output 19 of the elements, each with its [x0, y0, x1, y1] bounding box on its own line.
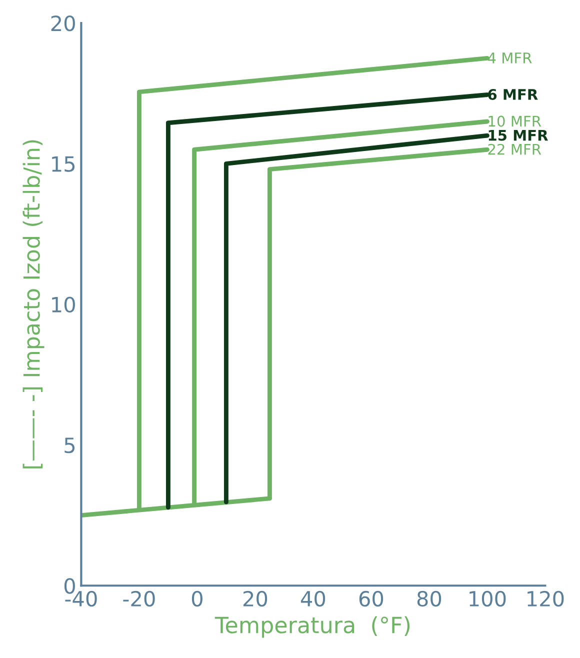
series-label: 10 MFR	[488, 116, 542, 127]
y-tick-label: 20	[51, 15, 75, 32]
series-label: 15 MFR	[488, 130, 548, 141]
x-tick-label: 0	[192, 590, 202, 607]
series-label: 6 MFR	[488, 88, 538, 100]
x-tick-label: 120	[528, 590, 564, 607]
x-tick-label: -20	[123, 590, 155, 607]
x-axis-title: Temperatura (°F)	[214, 616, 410, 638]
series-label: 4 MFR	[488, 52, 532, 64]
y-tick-label: 5	[64, 438, 75, 454]
y-tick-label: 10	[52, 296, 75, 313]
x-tick-label: 40	[300, 590, 326, 607]
x-tick-label: 20	[243, 590, 268, 607]
x-tick-label: 60	[359, 590, 384, 607]
y-axis-title: [——- -] Impacto Izod (ft-lb/in)	[22, 140, 44, 468]
y-tick-label: 15	[52, 156, 75, 172]
series-label: 22 MFR	[488, 144, 542, 155]
x-tick-label: 100	[470, 590, 506, 607]
x-tick-label: 80	[417, 590, 442, 607]
